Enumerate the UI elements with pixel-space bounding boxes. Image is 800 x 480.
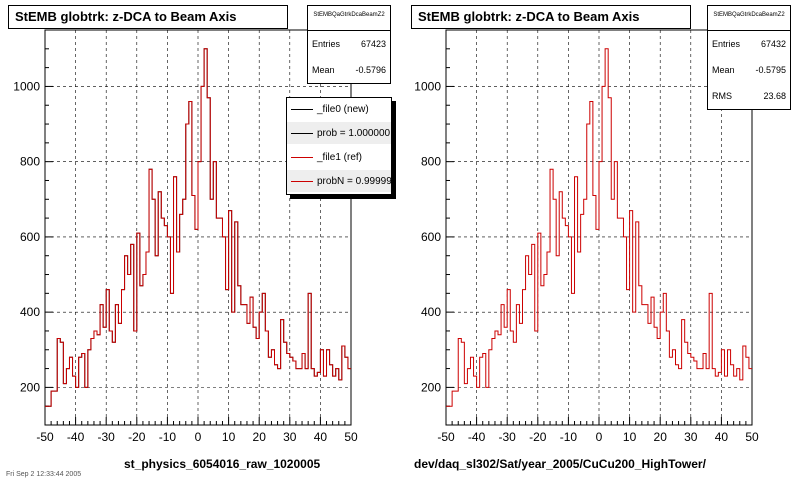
x-tick-label: -30	[499, 430, 517, 444]
histogram-plot-right: -50 -40 -30 -20 -10 0 10 20 30 40 50 200 400 600 800 10…	[414, 29, 759, 444]
stats-label: Entries	[712, 39, 741, 49]
stats-label: RMS	[712, 91, 732, 101]
legend-swatch	[291, 108, 313, 110]
stats-label: Entries	[312, 39, 341, 49]
y-tick-label: 400	[20, 305, 40, 319]
x-axis-caption: dev/daq_sl302/Sat/year_2005/CuCu200_High…	[414, 457, 706, 471]
x-tick-label: -20	[128, 430, 146, 444]
x-tick-label: 50	[344, 430, 358, 444]
x-tick-label: 40	[314, 430, 328, 444]
y-tick-label: 400	[421, 305, 441, 319]
legend-entry: prob = 1.000000	[287, 122, 391, 144]
legend: _file0 (new) prob = 1.000000 _file1 (ref…	[286, 97, 392, 195]
x-tick-label: -10	[159, 430, 177, 444]
x-tick-label: 20	[654, 430, 668, 444]
stats-value: -0.5796	[355, 65, 386, 75]
y-tick-label: 200	[20, 380, 40, 394]
x-tick-label: 20	[253, 430, 267, 444]
legend-swatch	[291, 156, 313, 158]
histogram-panel-left: -50 -40 -30 -20 -10 0 10 20 30 40 50 200 400 600 800 10…	[8, 5, 392, 471]
stats-histogram-name: StEMBQaGtrkDcaBeamZ2	[308, 6, 390, 31]
x-tick-label: 0	[596, 430, 603, 444]
x-tick-label: 10	[222, 430, 236, 444]
stats-box: StEMBQaGtrkDcaBeamZ2 Entries 67432 Mean …	[707, 5, 791, 110]
x-axis-caption: st_physics_6054016_raw_1020005	[124, 457, 321, 471]
stats-label: Mean	[712, 65, 735, 75]
x-tick-label: 30	[684, 430, 698, 444]
x-tick-label: -50	[437, 430, 455, 444]
stats-value: 23.68	[763, 91, 786, 101]
histogram-series-1	[446, 48, 752, 407]
legend-swatch	[291, 132, 313, 134]
histogram-title: StEMB globtrk: z-DCA to Beam Axis	[411, 5, 691, 29]
legend-entry: _file1 (ref)	[287, 146, 391, 168]
timestamp: Fri Sep 2 12:33:44 2005	[6, 471, 82, 478]
legend-label: prob = 1.000000	[317, 127, 391, 139]
stats-row-entries: Entries 67432	[708, 31, 790, 57]
x-tick-label: -50	[36, 430, 54, 444]
histogram-panel-right: -50 -40 -30 -20 -10 0 10 20 30 40 50 200 400 600 800 10…	[400, 0, 800, 480]
y-tick-label: 1000	[13, 79, 40, 93]
legend-label: _file1 (ref)	[317, 151, 363, 163]
histogram-title: StEMB globtrk: z-DCA to Beam Axis	[8, 5, 288, 29]
x-tick-label: 40	[715, 430, 729, 444]
x-tick-label: 0	[195, 430, 202, 444]
stats-value: -0.5795	[755, 65, 786, 75]
y-tick-label: 800	[20, 155, 40, 169]
x-tick-label: -30	[98, 430, 116, 444]
stats-label: Mean	[312, 65, 335, 75]
x-tick-label: -40	[67, 430, 85, 444]
stats-box: StEMBQaGtrkDcaBeamZ2 Entries 67423 Mean …	[307, 5, 391, 84]
stats-row-mean: Mean -0.5795	[708, 57, 790, 83]
legend-label: probN = 0.999999	[317, 175, 392, 187]
x-tick-label: 10	[623, 430, 637, 444]
y-tick-label: 600	[20, 230, 40, 244]
x-tick-label: -10	[560, 430, 578, 444]
legend-entry: _file0 (new)	[287, 98, 391, 120]
stats-value: 67432	[760, 39, 786, 49]
stats-row-entries: Entries 67423	[308, 31, 390, 57]
stats-histogram-name: StEMBQaGtrkDcaBeamZ2	[708, 6, 790, 31]
y-tick-label: 1000	[414, 79, 441, 93]
legend-entry: probN = 0.999999	[287, 170, 392, 192]
histogram-plot-left: -50 -40 -30 -20 -10 0 10 20 30 40 50 200 400 600 800 10…	[13, 29, 358, 444]
x-tick-label: -40	[468, 430, 486, 444]
y-tick-label: 800	[421, 155, 441, 169]
y-tick-label: 200	[421, 380, 441, 394]
legend-swatch	[291, 180, 313, 182]
y-tick-label: 600	[421, 230, 441, 244]
stats-value: 67423	[360, 39, 386, 49]
x-tick-label: 50	[745, 430, 759, 444]
x-tick-label: 30	[283, 430, 297, 444]
x-tick-label: -20	[529, 430, 547, 444]
stats-row-rms: RMS 23.68	[708, 83, 790, 109]
stats-row-mean: Mean -0.5796	[308, 57, 390, 83]
legend-label: _file0 (new)	[317, 103, 369, 115]
histogram-series-2	[45, 48, 351, 407]
